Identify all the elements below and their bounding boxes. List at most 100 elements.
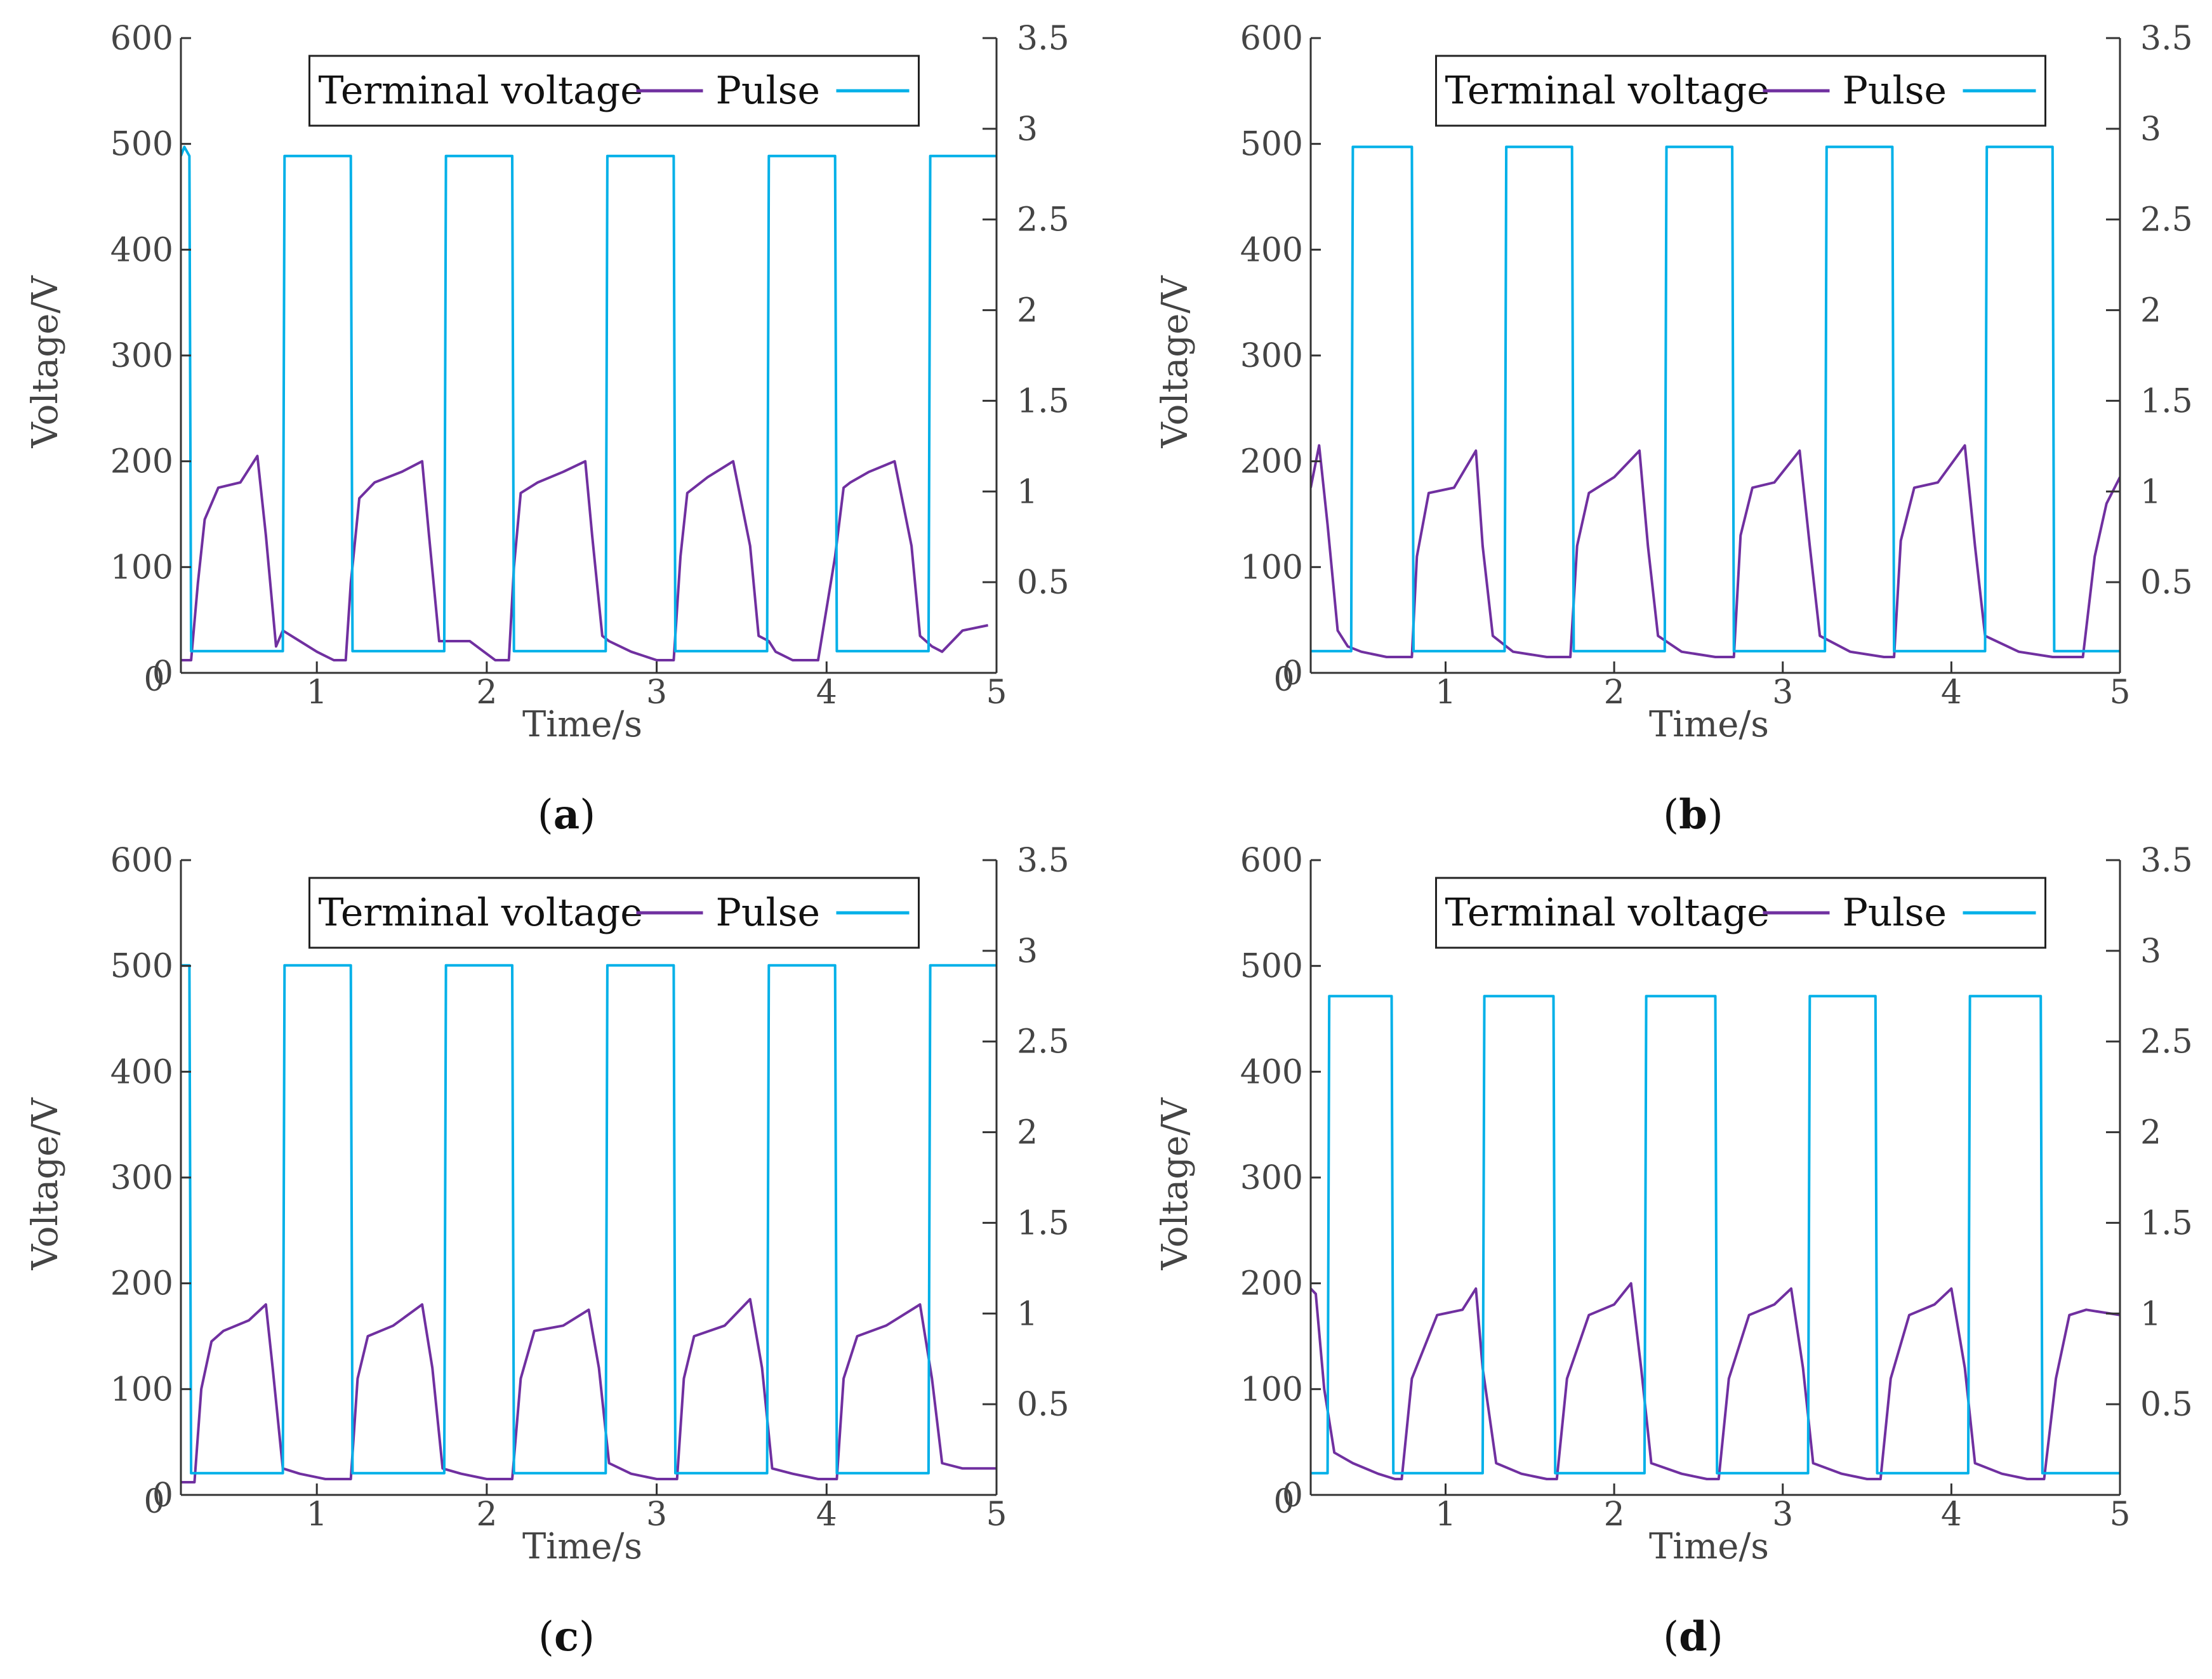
y-tick-label-left: 600 [110,20,173,58]
legend-label-pulse: Pulse [1843,891,1947,935]
panel-label-open-paren: ( [1663,792,1679,839]
x-tick-label: 2 [1604,674,1625,712]
y-tick-label-right: 2 [2140,292,2161,330]
y-axis-title: Voltage/V [25,1097,66,1271]
pulse-series-line [1311,145,2120,653]
y-tick-label-left: 200 [1240,1265,1303,1303]
x-tick-label: 2 [476,1496,497,1534]
y-tick-label-right: 0.5 [1017,1386,1070,1424]
legend-label-terminal-voltage: Terminal voltage [319,891,643,935]
x-tick-label: 2 [1604,1496,1625,1534]
panel-label-open-paren: ( [1663,1614,1679,1661]
x-tick-label: 3 [646,674,667,712]
y-tick-label-right: 1.5 [1017,1204,1070,1242]
y-tick-label-right: 3 [2140,110,2161,149]
terminal-voltage-series-line [1311,1282,2120,1480]
y-tick-label-right: 2 [1017,1114,1038,1152]
y-tick-label-left: 0 [1282,1477,1303,1515]
y-tick-label-left: 600 [1240,20,1303,58]
x-origin-label: 0 [1273,661,1294,699]
y-tick-label-right: 2.5 [1017,201,1070,239]
y-tick-label-left: 0 [152,654,173,693]
y-tick-label-right: 3 [1017,932,1038,971]
legend: Terminal voltage Pulse [308,55,920,127]
y-tick-label-left: 100 [1240,548,1303,587]
chart-panel-b: 0 100 200 300 400 500 600 0.5 1 1.5 2 2.5 3 3.5 1 2 3 4 5 0… [1155,20,2193,839]
panel-label: (b) [1663,791,1723,839]
legend-label-pulse: Pulse [716,891,821,935]
panel-label-letter: a [553,791,579,839]
y-axis-title: Voltage/V [1155,1097,1196,1271]
y-tick-label-right: 1 [2140,1295,2161,1333]
legend-label-terminal-voltage: Terminal voltage [1445,891,1770,935]
y-tick-label-right: 0.5 [2140,564,2193,602]
x-tick-label: 3 [1772,674,1793,712]
y-tick-label-left: 300 [1240,1159,1303,1197]
y-tick-label-right: 3.5 [2140,20,2193,58]
pulse-series-line [1311,995,2120,1475]
y-tick-label-left: 200 [110,1265,173,1303]
panel-label: (a) [538,791,595,839]
y-tick-label-left: 300 [1240,337,1303,375]
x-axis-title: Time/s [1649,704,1769,745]
x-tick-label: 5 [2109,1496,2130,1534]
x-tick-label: 1 [1435,1496,1456,1534]
x-origin-label: 0 [143,661,164,699]
y-tick-label-left: 200 [110,443,173,481]
y-tick-label-left: 300 [110,337,173,375]
panel-label-close-paren: ) [579,1614,595,1661]
terminal-voltage-series-line [181,455,989,661]
y-tick-label-right: 1.5 [2140,1204,2193,1242]
y-tick-label-left: 100 [110,548,173,587]
x-origin-label: 0 [143,1483,164,1521]
y-tick-label-left: 500 [1240,126,1303,164]
legend-box [308,877,920,949]
panel-label-close-paren: ) [1707,1614,1723,1661]
x-axis-title: Time/s [1649,1526,1769,1567]
legend-box [1435,55,2046,127]
y-tick-label-left: 400 [110,1053,173,1091]
y-tick-label-left: 400 [110,231,173,269]
y-tick-label-right: 0.5 [2140,1386,2193,1424]
panel-label-letter: b [1679,791,1707,839]
chart-panel-c: 0 100 200 300 400 500 600 0.5 1 1.5 2 2.5 3 3.5 1 2 3 4 5 0… [25,842,1070,1661]
y-tick-label-right: 3.5 [2140,842,2193,880]
y-tick-label-right: 1.5 [2140,382,2193,420]
y-tick-label-right: 2.5 [2140,201,2193,239]
y-tick-label-right: 1 [1017,1295,1038,1333]
y-tick-label-right: 3 [2140,932,2161,971]
y-tick-label-right: 1.5 [1017,382,1070,420]
y-tick-label-left: 600 [1240,842,1303,880]
x-tick-label: 4 [1941,674,1962,712]
panel-label-close-paren: ) [579,792,595,839]
x-tick-label: 3 [646,1496,667,1534]
y-tick-label-left: 100 [110,1370,173,1409]
y-tick-label-left: 600 [110,842,173,880]
y-tick-label-right: 2 [1017,292,1038,330]
y-tick-label-left: 500 [110,126,173,164]
y-tick-label-left: 300 [110,1159,173,1197]
traces [1311,145,2120,658]
y-axis-title: Voltage/V [25,275,66,449]
legend-label-pulse: Pulse [1843,69,1947,113]
panel-label: (d) [1663,1613,1723,1661]
terminal-voltage-series-line [181,1297,997,1483]
pulse-series-line [181,964,997,1475]
x-tick-label: 4 [816,674,837,712]
y-tick-label-left: 0 [1282,654,1303,693]
x-origin-label: 0 [1273,1483,1294,1521]
y-tick-label-right: 3 [1017,110,1038,149]
x-tick-label: 1 [307,1496,328,1534]
x-tick-label: 4 [1941,1496,1962,1534]
x-tick-label: 2 [476,674,497,712]
x-axis-title: Time/s [522,1526,642,1567]
x-tick-label: 1 [1435,674,1456,712]
pulse-series-line [181,145,997,653]
y-tick-label-left: 100 [1240,1370,1303,1409]
x-tick-label: 4 [816,1496,837,1534]
legend-label-pulse: Pulse [716,69,821,113]
y-axis-title: Voltage/V [1155,275,1196,449]
chart-panel-d: 0 100 200 300 400 500 600 0.5 1 1.5 2 2.5 3 3.5 1 2 3 4 5 0… [1155,842,2193,1661]
legend: Terminal voltage Pulse [1435,55,2046,127]
traces [181,145,997,661]
